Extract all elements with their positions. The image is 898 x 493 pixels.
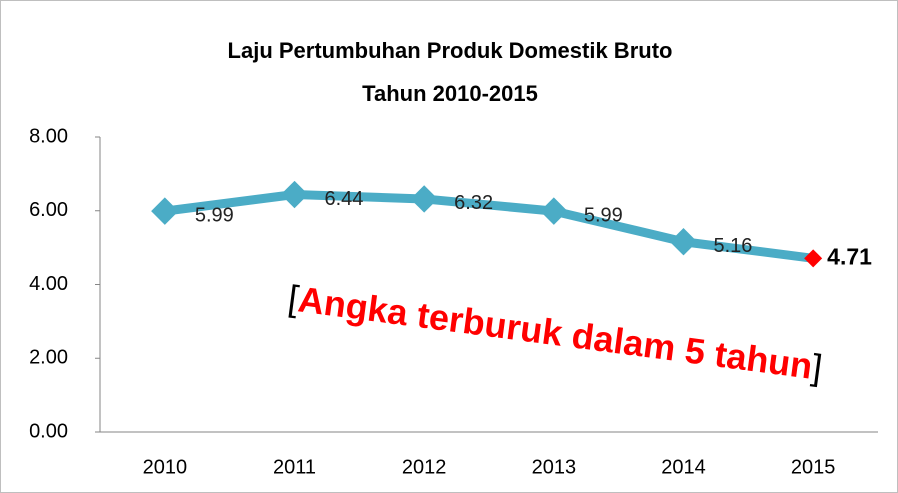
x-tick-label: 2012 (402, 456, 447, 478)
data-label: 5.99 (195, 204, 234, 226)
x-tick-label: 2011 (273, 456, 316, 478)
data-label: 5.99 (584, 204, 623, 226)
y-tick-label: 8.00 (29, 125, 68, 147)
data-label: 6.44 (325, 188, 364, 210)
y-tick-label: 4.00 (29, 273, 68, 295)
marker (410, 185, 438, 213)
data-label: 4.71 (827, 243, 872, 269)
y-tick-label: 0.00 (29, 420, 68, 442)
marker (804, 249, 823, 268)
marker (669, 228, 698, 256)
chart-title: Tahun 2010-2015 (362, 81, 538, 106)
data-label: 5.16 (714, 235, 753, 257)
x-tick-label: 2014 (661, 456, 706, 478)
marker (151, 197, 179, 225)
x-tick-label: 2015 (791, 456, 836, 478)
y-tick-label: 6.00 (29, 199, 68, 221)
chart-title: Laju Pertumbuhan Produk Domestik Bruto (228, 38, 673, 63)
x-tick-label: 2010 (143, 456, 188, 478)
y-tick-label: 2.00 (29, 347, 68, 369)
marker (280, 180, 309, 209)
line-series (160, 190, 818, 263)
data-label: 6.32 (454, 192, 493, 214)
x-tick-label: 2013 (532, 456, 577, 478)
marker (540, 197, 568, 225)
